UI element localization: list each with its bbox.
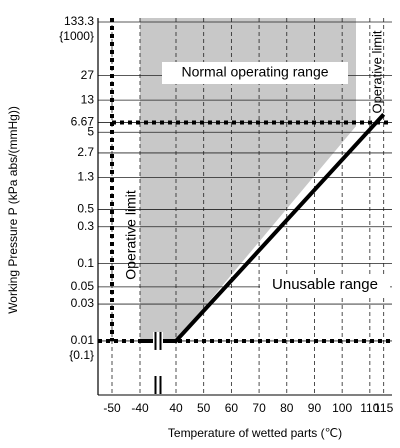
annotation: Normal operating range xyxy=(181,64,328,80)
x-tick-label: 60 xyxy=(225,401,239,415)
y-tick-label: 13 xyxy=(81,92,95,106)
x-tick-label: -50 xyxy=(103,401,121,415)
y-tick-label: 0.01 xyxy=(71,333,95,347)
x-tick-label: -40 xyxy=(131,401,149,415)
y-tick-label: 0.5 xyxy=(77,202,94,216)
boundary-line xyxy=(140,113,386,343)
y-tick-label-mmhg: {0.1} xyxy=(69,348,94,362)
y-tick-label: 0.05 xyxy=(71,279,95,293)
x-tick-label: 100 xyxy=(332,401,352,415)
annotation: Operative limit xyxy=(369,30,384,113)
label-box xyxy=(162,62,348,84)
label-box xyxy=(260,275,390,295)
y-tick-label: 6.67 xyxy=(71,115,95,129)
y-tick-label: 1.3 xyxy=(77,170,94,184)
x-tick-label: 40 xyxy=(169,401,183,415)
annotation: Unusable range xyxy=(272,276,378,293)
axis-break xyxy=(153,376,163,394)
y-tick-label: 133.3 xyxy=(64,14,94,28)
axis-break xyxy=(153,331,163,350)
y-axis-title: Working Pressure P (kPa abs/(mmHg)) xyxy=(6,106,20,314)
x-tick-label: 50 xyxy=(197,401,211,415)
y-tick-label: 27 xyxy=(81,68,95,82)
x-tick-label: 90 xyxy=(308,401,322,415)
y-tick-label: 2.7 xyxy=(77,145,94,159)
y-tick-label: 0.1 xyxy=(77,256,94,270)
y-tick-label: 5 xyxy=(87,124,94,138)
annotation: Operative limit xyxy=(123,190,139,280)
x-tick-label: 70 xyxy=(252,401,266,415)
x-axis-title: Temperature of wetted parts (℃) xyxy=(168,426,342,440)
x-tick-label: 80 xyxy=(280,401,294,415)
normal-range-region xyxy=(140,18,356,341)
x-tick-label: 110 xyxy=(360,401,379,415)
y-tick-label: 0.03 xyxy=(71,296,95,310)
x-tick-label: 115 xyxy=(374,401,393,415)
y-tick-label: 0.3 xyxy=(77,219,94,233)
y-tick-label-mmhg: {1000} xyxy=(59,29,94,43)
